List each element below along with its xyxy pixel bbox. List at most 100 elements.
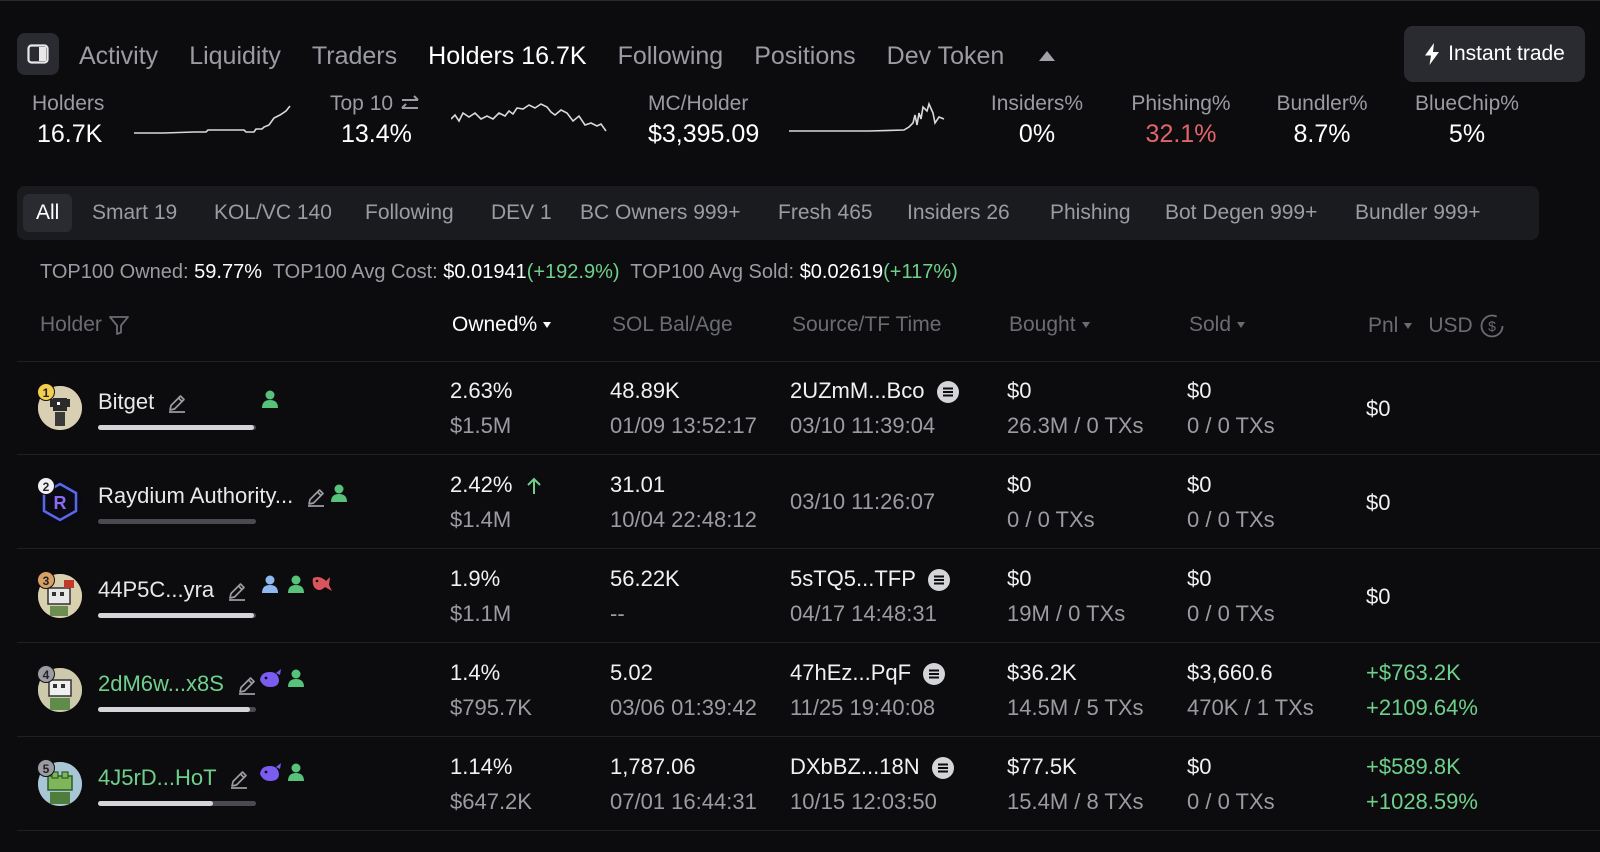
- tab-liquidity[interactable]: Liquidity: [189, 41, 281, 70]
- stat-value: 32.1%: [1145, 120, 1217, 148]
- holder-name[interactable]: 44P5C...yra: [98, 577, 248, 603]
- holders-sparkline: [134, 105, 291, 134]
- usd-toggle-label[interactable]: USD: [1428, 314, 1473, 337]
- avatar[interactable]: [38, 574, 82, 618]
- stat-label: Top 10: [330, 92, 421, 116]
- column-sold[interactable]: Sold: [1189, 313, 1246, 337]
- user-tag-icon: [262, 390, 278, 408]
- column-pnl[interactable]: Pnl USD $: [1368, 313, 1505, 339]
- filter-following[interactable]: Following: [365, 201, 454, 224]
- holder-name[interactable]: Raydium Authority...: [98, 483, 327, 509]
- holder-name-text: Bitget: [98, 389, 155, 414]
- stat-bluechip: BlueChip% 5%: [1410, 92, 1524, 149]
- avg-sold-value: $0.02619: [799, 261, 884, 283]
- svg-text:$: $: [1488, 318, 1496, 334]
- tab-dev-token[interactable]: Dev Token: [886, 41, 1005, 70]
- user-tag-icon: [288, 575, 304, 593]
- stat-label: MC/Holder: [648, 92, 749, 115]
- stat-top10: Top 10 13.4%: [330, 92, 421, 149]
- filter-bundler[interactable]: Bundler 999+: [1355, 201, 1481, 224]
- holder-name[interactable]: 2dM6w...x8S: [98, 671, 258, 697]
- edit-pencil-icon[interactable]: [236, 674, 258, 696]
- bought-detail: 26.3M / 0 TXs: [1007, 413, 1144, 438]
- filter-kol-vc[interactable]: KOL/VC 140: [214, 201, 332, 224]
- edit-pencil-icon[interactable]: [226, 580, 248, 602]
- stat-mc-holder: MC/Holder $3,395.09: [648, 92, 759, 149]
- filter-smart[interactable]: Smart 19: [92, 201, 178, 224]
- source-address[interactable]: 5sTQ5...TFP: [790, 566, 950, 592]
- bought-detail: 19M / 0 TXs: [1007, 601, 1126, 626]
- avatar[interactable]: [38, 668, 82, 712]
- edit-pencil-icon[interactable]: [228, 768, 250, 790]
- column-bought[interactable]: Bought: [1009, 313, 1090, 337]
- table-row[interactable]: 4 2dM6w...x8S 1.4% $795.7K 5.02 03/06 01…: [17, 643, 1600, 737]
- sol-balance: 31.01: [610, 472, 666, 497]
- stat-label: BlueChip%: [1415, 92, 1519, 115]
- solana-icon: [931, 757, 954, 780]
- owned-percent: 1.14%: [450, 754, 513, 779]
- instant-trade-button[interactable]: Instant trade: [1404, 26, 1585, 82]
- sidebar-toggle-button[interactable]: [17, 33, 59, 75]
- tab-holders[interactable]: Holders 16.7K: [428, 41, 587, 70]
- bought-detail: 0 / 0 TXs: [1007, 507, 1095, 532]
- column-bought-label: Bought: [1009, 313, 1076, 336]
- filter-bot-degen[interactable]: Bot Degen 999+: [1165, 201, 1318, 224]
- panel-icon: [27, 44, 49, 64]
- source-address-text: DXbBZ...18N: [790, 754, 920, 779]
- transfer-time: 11/25 19:40:08: [790, 695, 936, 720]
- user-tag-icon: [331, 484, 347, 502]
- filter-dev[interactable]: DEV 1: [491, 201, 552, 224]
- table-row[interactable]: 3 44P5C...yra 1.9% $1.1M 56.22K -- 5sTQ5…: [17, 549, 1600, 643]
- solana-icon: [936, 381, 959, 404]
- source-address[interactable]: 2UZmM...Bco: [790, 378, 959, 404]
- sold-detail: 0 / 0 TXs: [1187, 601, 1275, 626]
- sold-detail: 470K / 1 TXs: [1187, 695, 1314, 720]
- owned-percent-text: 2.42%: [450, 472, 513, 497]
- holder-name[interactable]: 4J5rD...HoT: [98, 765, 250, 791]
- filter-funnel-icon[interactable]: [108, 314, 130, 336]
- wallet-age: 01/09 13:52:17: [610, 413, 757, 438]
- swap-icon[interactable]: [399, 94, 421, 114]
- rank-badge: 2: [37, 477, 55, 495]
- stat-bundler: Bundler% 8.7%: [1271, 92, 1373, 149]
- edit-pencil-icon[interactable]: [305, 486, 327, 508]
- sol-balance: 5.02: [610, 660, 653, 685]
- owned-usd: $1.1M: [450, 601, 512, 626]
- stat-phishing: Phishing% 32.1%: [1126, 92, 1236, 149]
- phishing-fish-icon: [312, 577, 332, 591]
- edit-pencil-icon[interactable]: [166, 392, 188, 414]
- pnl-usd: $0: [1366, 490, 1391, 515]
- sort-down-icon: [1404, 323, 1413, 329]
- tab-activity[interactable]: Activity: [79, 41, 159, 70]
- sold-detail: 0 / 0 TXs: [1187, 789, 1275, 814]
- stat-value: 13.4%: [341, 120, 412, 148]
- filter-insiders[interactable]: Insiders 26: [907, 201, 1010, 224]
- source-address[interactable]: 47hEz...PqF: [790, 660, 946, 686]
- table-row[interactable]: 5 4J5rD...HoT 1.14% $647.2K 1,787.06 07/…: [17, 737, 1600, 831]
- bought-usd: $77.5K: [1007, 754, 1077, 779]
- rank-badge: 4: [37, 665, 55, 683]
- filter-all[interactable]: All: [23, 194, 73, 232]
- tab-traders[interactable]: Traders: [311, 41, 398, 70]
- dollar-circle-icon[interactable]: $: [1479, 313, 1505, 339]
- filter-phishing[interactable]: Phishing: [1050, 201, 1131, 224]
- tab-following[interactable]: Following: [617, 41, 724, 70]
- column-owned[interactable]: Owned%: [452, 313, 552, 337]
- column-pnl-label: Pnl: [1368, 314, 1399, 337]
- filter-bc-owners[interactable]: BC Owners 999+: [580, 201, 741, 224]
- collapse-caret-icon[interactable]: [1039, 51, 1056, 61]
- holder-name[interactable]: Bitget: [98, 389, 188, 415]
- transfer-time: 03/10 11:39:04: [790, 413, 936, 438]
- holder-name-text: 44P5C...yra: [98, 577, 215, 602]
- table-row[interactable]: 1 Bitget 2.63% $1.5M 48.89K 01/09 13:52:…: [17, 361, 1600, 455]
- holding-progress-bar: [98, 707, 256, 712]
- column-sol-bal: SOL Bal/Age: [612, 313, 733, 337]
- table-row[interactable]: R 2 Raydium Authority... 2.42% $1.4M 31.…: [17, 455, 1600, 549]
- bought-detail: 15.4M / 8 TXs: [1007, 789, 1144, 814]
- filter-fresh[interactable]: Fresh 465: [778, 201, 873, 224]
- solana-icon: [923, 663, 946, 686]
- source-address[interactable]: DXbBZ...18N: [790, 754, 954, 780]
- top10-label: Top 10: [330, 92, 394, 115]
- column-holder: Holder: [40, 313, 130, 337]
- tab-positions[interactable]: Positions: [754, 41, 856, 70]
